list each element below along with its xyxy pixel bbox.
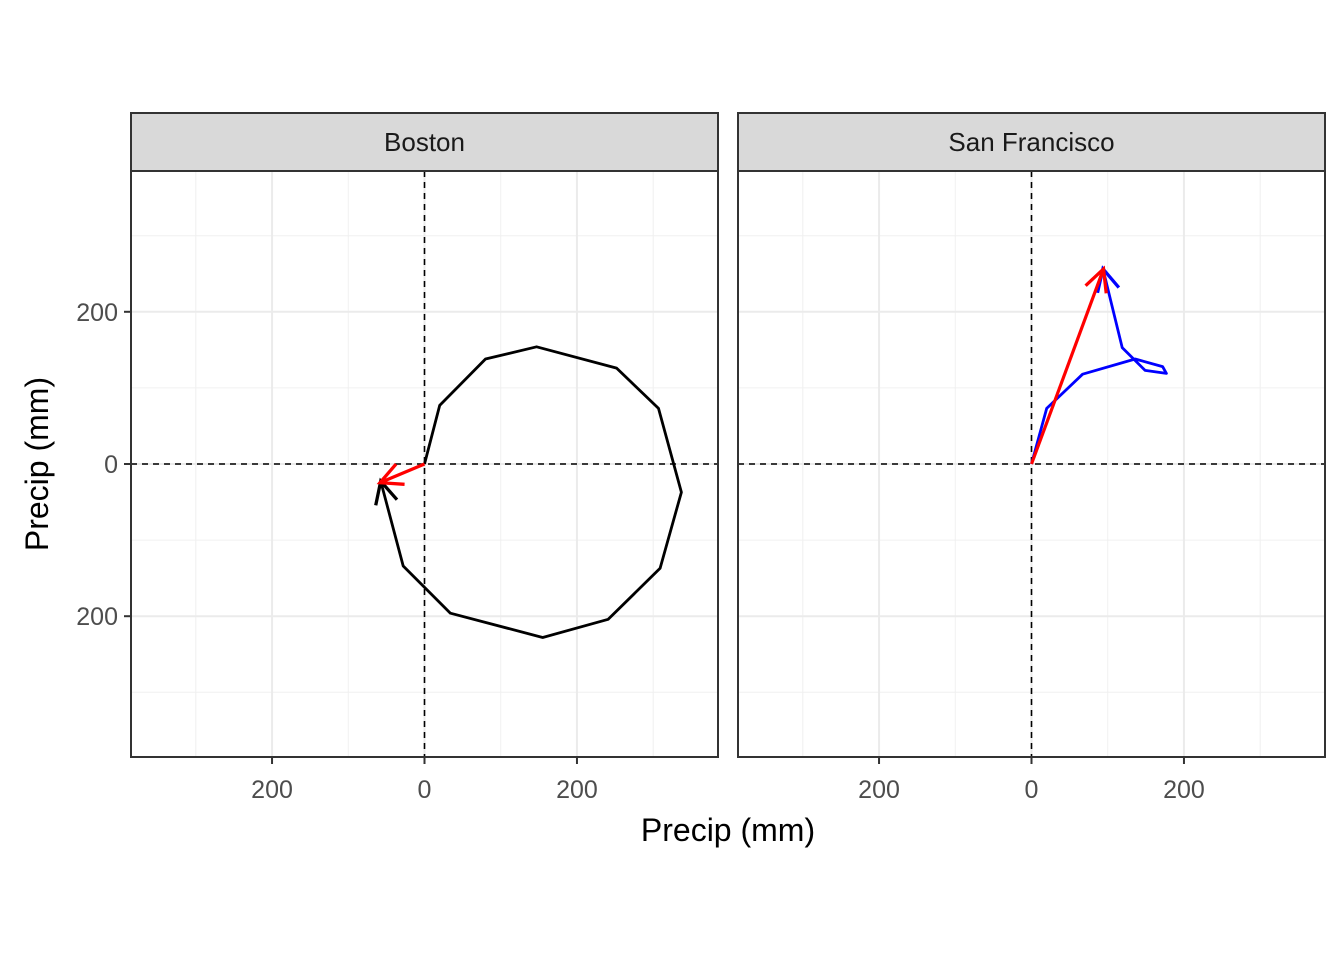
- x-tick-label: 200: [556, 776, 598, 804]
- x-tick-label: 0: [418, 776, 432, 804]
- facet-strip: [737, 112, 1326, 172]
- cumulative-path-line: [1030, 265, 1168, 465]
- y-tick-label: 200: [76, 603, 118, 631]
- y-axis-title: Precip (mm): [19, 377, 55, 551]
- x-tick-label: 0: [1025, 776, 1039, 804]
- y-tick-label: 200: [76, 299, 118, 327]
- facet-strip-label: San Francisco: [948, 127, 1114, 157]
- y-tick-label: 0: [104, 451, 118, 479]
- facet-strip: [130, 112, 719, 172]
- x-tick-label: 200: [1163, 776, 1205, 804]
- cumulative-path-line: [374, 345, 683, 639]
- panel-san-francisco: San Francisco 200 0 200: [737, 112, 1326, 804]
- x-axis-title: Precip (mm): [641, 812, 815, 848]
- resultant-arrow: [376, 462, 426, 486]
- x-tick-label: 200: [251, 776, 293, 804]
- facet-strip-label: Boston: [384, 127, 465, 157]
- panel-boston: Boston 200 0 200 200 0 200: [76, 112, 719, 804]
- x-tick-label: 200: [858, 776, 900, 804]
- resultant-arrow: [1029, 265, 1108, 465]
